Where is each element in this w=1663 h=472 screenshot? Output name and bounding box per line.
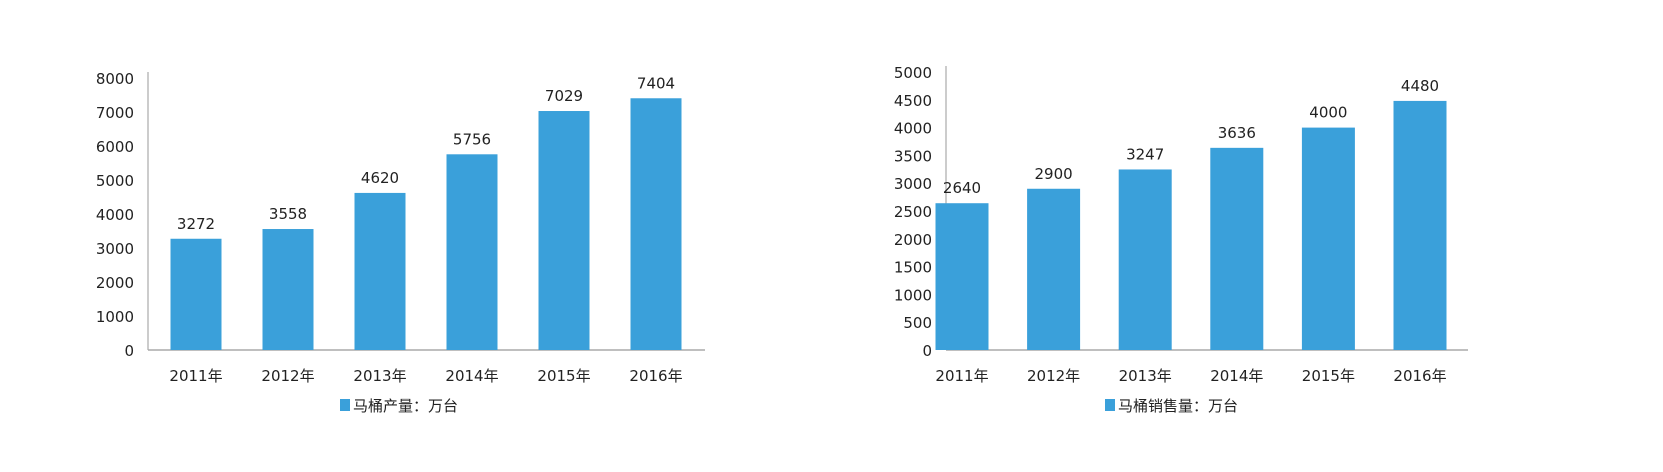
x-tick-label: 2015年 [537, 367, 590, 385]
y-tick-label: 0 [124, 342, 134, 360]
y-tick-label: 1500 [894, 259, 932, 277]
x-tick-label: 2013年 [1119, 367, 1172, 385]
data-label: 5756 [453, 130, 491, 148]
y-tick-label: 7000 [96, 104, 134, 122]
legend-swatch [340, 399, 350, 411]
data-label: 4000 [1309, 104, 1347, 122]
bar [1027, 188, 1081, 350]
bar [1210, 147, 1264, 350]
y-tick-label: 1000 [96, 308, 134, 326]
bar [354, 192, 406, 350]
y-tick-label: 5000 [894, 64, 932, 82]
y-tick-label: 4500 [894, 92, 932, 110]
x-tick-label: 2013年 [353, 367, 406, 385]
legend-label: 马桶销售量：万台 [1118, 397, 1238, 415]
production-chart: 0 1000 2000 3000 4000 5000 6000 7000 8000 3272 201… [96, 70, 705, 415]
data-label: 3247 [1126, 145, 1164, 163]
bar [630, 98, 682, 350]
x-tick-label: 2011年 [935, 367, 988, 385]
x-tick-label: 2014年 [1210, 367, 1263, 385]
bar [446, 154, 498, 350]
data-label: 3272 [177, 215, 215, 233]
x-tick-label: 2011年 [169, 367, 222, 385]
bar [935, 203, 989, 350]
y-tick-label: 3500 [894, 147, 932, 165]
x-tick-label: 2016年 [1393, 367, 1446, 385]
y-tick-label: 6000 [96, 138, 134, 156]
y-tick-label: 2000 [96, 274, 134, 292]
y-tick-label: 3000 [96, 240, 134, 258]
y-tick-label: 5000 [96, 172, 134, 190]
y-tick-label: 4000 [894, 120, 932, 138]
data-label: 4480 [1401, 77, 1439, 95]
bar [1393, 100, 1447, 350]
bar [262, 229, 314, 350]
y-tick-label: 500 [903, 314, 932, 332]
x-tick-label: 2015年 [1302, 367, 1355, 385]
bar [170, 238, 222, 350]
bar [538, 111, 590, 350]
data-label: 2900 [1035, 165, 1073, 183]
y-tick-label: 1000 [894, 286, 932, 304]
y-tick-label: 4000 [96, 206, 134, 224]
bar [1118, 169, 1172, 350]
data-label: 3636 [1218, 124, 1256, 142]
data-label: 4620 [361, 169, 399, 187]
y-tick-label: 3000 [894, 175, 932, 193]
data-label: 7404 [637, 74, 675, 92]
data-label: 7029 [545, 87, 583, 105]
y-tick-label: 8000 [96, 70, 134, 88]
legend-label: 马桶产量：万台 [353, 397, 458, 415]
legend-swatch [1105, 399, 1115, 411]
sales-chart: 0 500 1000 1500 2000 2500 3000 3500 4000 4500 5000… [894, 64, 1468, 415]
y-tick-label: 2500 [894, 203, 932, 221]
bar [1301, 127, 1355, 350]
data-label: 2640 [943, 179, 981, 197]
x-tick-label: 2012年 [1027, 367, 1080, 385]
x-tick-label: 2012年 [261, 367, 314, 385]
y-tick-label: 0 [922, 342, 932, 360]
x-tick-label: 2014年 [445, 367, 498, 385]
x-tick-label: 2016年 [629, 367, 682, 385]
data-label: 3558 [269, 205, 307, 223]
y-tick-label: 2000 [894, 231, 932, 249]
